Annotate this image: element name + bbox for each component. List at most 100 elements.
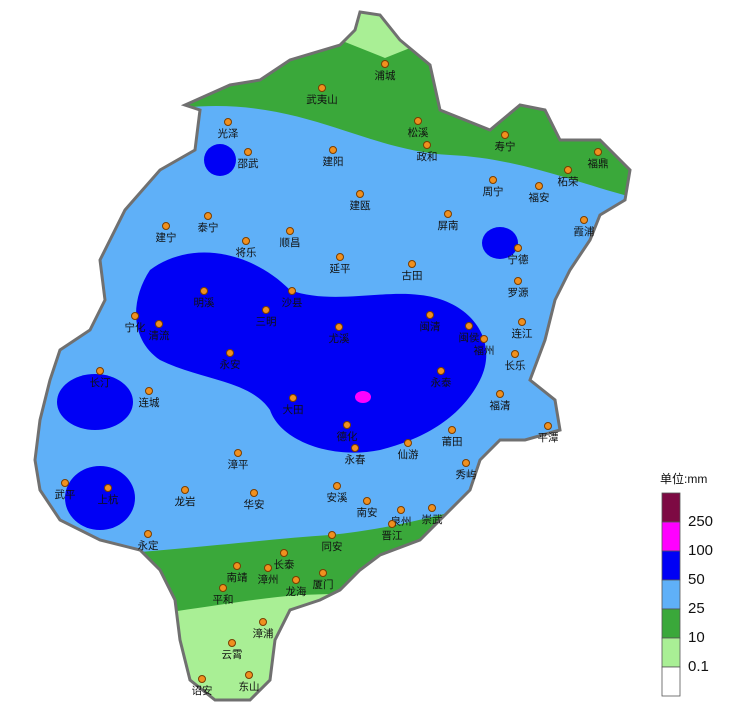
legend-label: 25 bbox=[688, 600, 705, 617]
city-label: 崇武 bbox=[422, 513, 443, 526]
city-label: 宁化 bbox=[125, 321, 146, 334]
city-label: 建阳 bbox=[323, 155, 344, 168]
legend-label: 50 bbox=[688, 571, 705, 588]
city-dot bbox=[404, 439, 412, 447]
city-label: 武平 bbox=[55, 488, 76, 501]
city-label: 莆田 bbox=[442, 435, 463, 448]
city-label: 顺昌 bbox=[280, 237, 301, 249]
city-dot bbox=[388, 520, 396, 528]
city-dot bbox=[437, 367, 445, 375]
city-dot bbox=[228, 639, 236, 647]
city-dot bbox=[426, 311, 434, 319]
city-dot bbox=[381, 60, 389, 68]
city-dot bbox=[259, 618, 267, 626]
legend-swatch bbox=[661, 666, 681, 697]
city-dot bbox=[329, 146, 337, 154]
city-dot bbox=[333, 482, 341, 490]
city-dot bbox=[356, 190, 364, 198]
city-dot bbox=[511, 350, 519, 358]
legend-swatch bbox=[661, 637, 681, 668]
city-dot bbox=[250, 489, 258, 497]
city-dot bbox=[219, 584, 227, 592]
city-dot bbox=[414, 117, 422, 125]
city-dot bbox=[580, 216, 588, 224]
city-label: 仙游 bbox=[398, 448, 419, 461]
city-dot bbox=[544, 422, 552, 430]
city-label: 长泰 bbox=[274, 558, 295, 571]
legend-label: 0.1 bbox=[688, 658, 709, 675]
city-label: 柘荣 bbox=[558, 175, 579, 188]
city-dot bbox=[328, 531, 336, 539]
city-label: 德化 bbox=[337, 430, 358, 443]
city-label: 武夷山 bbox=[306, 93, 338, 106]
city-label: 建瓯 bbox=[350, 199, 371, 212]
city-dot bbox=[496, 390, 504, 398]
city-dot bbox=[155, 320, 163, 328]
legend: 单位:mm 250 100 50 25 10 0.1 bbox=[660, 471, 713, 697]
city-label: 周宁 bbox=[483, 185, 504, 198]
city-label: 罗源 bbox=[508, 286, 529, 299]
city-dot bbox=[489, 176, 497, 184]
province-border bbox=[33, 10, 632, 702]
city-dot bbox=[200, 287, 208, 295]
city-label: 浦城 bbox=[375, 69, 396, 82]
city-dot bbox=[289, 394, 297, 402]
city-label: 邵武 bbox=[238, 157, 259, 170]
city-dot bbox=[234, 449, 242, 457]
city-label: 诏安 bbox=[192, 684, 213, 697]
city-label: 平潭 bbox=[538, 432, 559, 444]
city-label: 长汀 bbox=[90, 377, 111, 389]
city-label: 三明 bbox=[256, 316, 277, 328]
legend-label: 10 bbox=[688, 629, 705, 646]
city-label: 清流 bbox=[149, 329, 170, 342]
city-label: 闽侯 bbox=[459, 331, 480, 344]
city-label: 宁德 bbox=[508, 253, 529, 266]
city-label: 龙海 bbox=[286, 585, 307, 598]
city-label: 福州 bbox=[474, 344, 495, 357]
city-dot bbox=[514, 277, 522, 285]
city-label: 永安 bbox=[220, 358, 241, 371]
city-label: 霞浦 bbox=[574, 225, 595, 238]
city-dot bbox=[514, 244, 522, 252]
city-label: 连城 bbox=[139, 396, 160, 409]
city-label: 建宁 bbox=[156, 231, 177, 244]
city-dot bbox=[233, 562, 241, 570]
city-dot bbox=[162, 222, 170, 230]
city-dot bbox=[594, 148, 602, 156]
legend-label: 250 bbox=[688, 513, 713, 530]
city-label: 南安 bbox=[357, 506, 378, 519]
city-label: 大田 bbox=[283, 403, 304, 416]
city-dot bbox=[292, 576, 300, 584]
legend-swatch bbox=[661, 608, 681, 639]
city-dot bbox=[262, 306, 270, 314]
city-dot bbox=[242, 237, 250, 245]
city-dot bbox=[363, 497, 371, 505]
city-dot bbox=[224, 118, 232, 126]
city-dot bbox=[286, 227, 294, 235]
city-dot bbox=[145, 387, 153, 395]
city-label: 安溪 bbox=[327, 491, 348, 504]
city-label: 泰宁 bbox=[198, 221, 219, 234]
city-label: 龙岩 bbox=[175, 495, 196, 508]
city-dot bbox=[465, 322, 473, 330]
city-dot bbox=[343, 421, 351, 429]
legend-swatch bbox=[661, 550, 681, 581]
city-dot bbox=[131, 312, 139, 320]
city-dot bbox=[244, 148, 252, 156]
city-label: 连江 bbox=[512, 327, 533, 340]
city-label: 将乐 bbox=[236, 247, 257, 259]
city-dot bbox=[336, 253, 344, 261]
city-dot bbox=[428, 504, 436, 512]
city-label: 华安 bbox=[244, 498, 265, 511]
city-label: 厦门 bbox=[313, 578, 334, 591]
legend-swatch bbox=[661, 579, 681, 610]
city-dot bbox=[423, 141, 431, 149]
city-label: 永定 bbox=[138, 539, 159, 552]
city-label: 漳平 bbox=[228, 458, 249, 471]
city-label: 福鼎 bbox=[588, 157, 609, 170]
city-label: 永春 bbox=[345, 453, 366, 466]
city-label: 漳浦 bbox=[253, 627, 274, 640]
city-label: 闽清 bbox=[420, 320, 441, 333]
city-label: 明溪 bbox=[194, 297, 215, 309]
